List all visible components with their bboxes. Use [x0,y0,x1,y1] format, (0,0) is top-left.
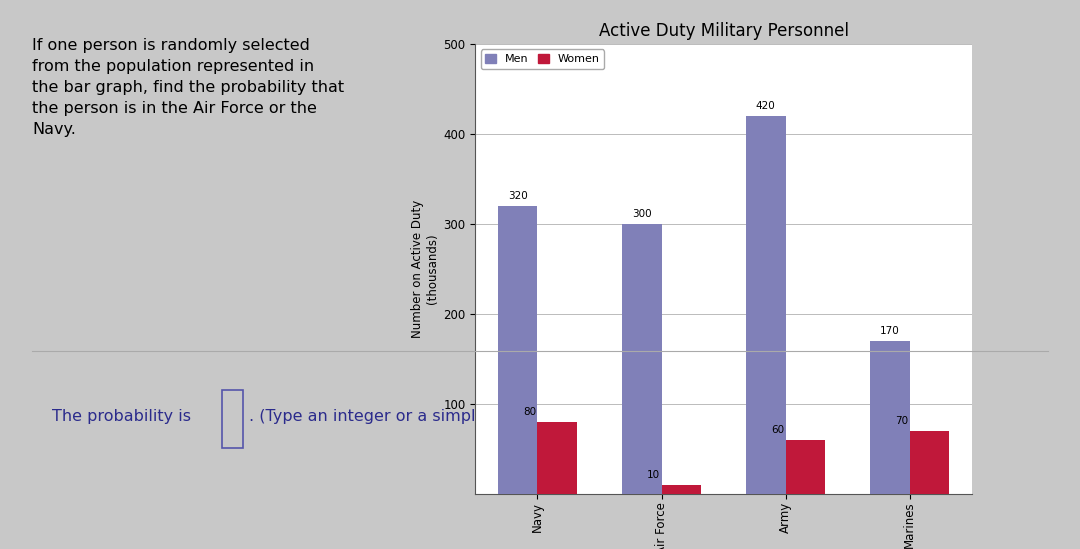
Bar [662,485,701,494]
Bar [622,224,662,494]
Text: 300: 300 [632,209,651,219]
Title: Active Duty Military Personnel: Active Duty Military Personnel [598,21,849,40]
Text: The probability is: The probability is [52,408,191,424]
Text: 420: 420 [756,100,775,110]
Bar [909,431,949,494]
Text: If one person is randomly selected
from the population represented in
the bar gr: If one person is randomly selected from … [32,38,345,137]
Text: 70: 70 [895,416,908,425]
Text: 60: 60 [771,425,784,435]
FancyBboxPatch shape [222,390,243,447]
Bar [746,116,785,494]
Text: 80: 80 [523,407,537,417]
Text: 170: 170 [880,326,900,335]
Bar [498,206,538,494]
Legend: Men, Women: Men, Women [481,49,604,69]
Bar [538,422,577,494]
Text: 10: 10 [647,470,660,480]
Bar [870,341,909,494]
Bar [785,440,825,494]
Text: 320: 320 [508,191,527,200]
Text: . (Type an integer or a simplified fraction.): . (Type an integer or a simplified fract… [249,408,589,424]
Y-axis label: Number on Active Duty
(thousands): Number on Active Duty (thousands) [411,200,440,338]
